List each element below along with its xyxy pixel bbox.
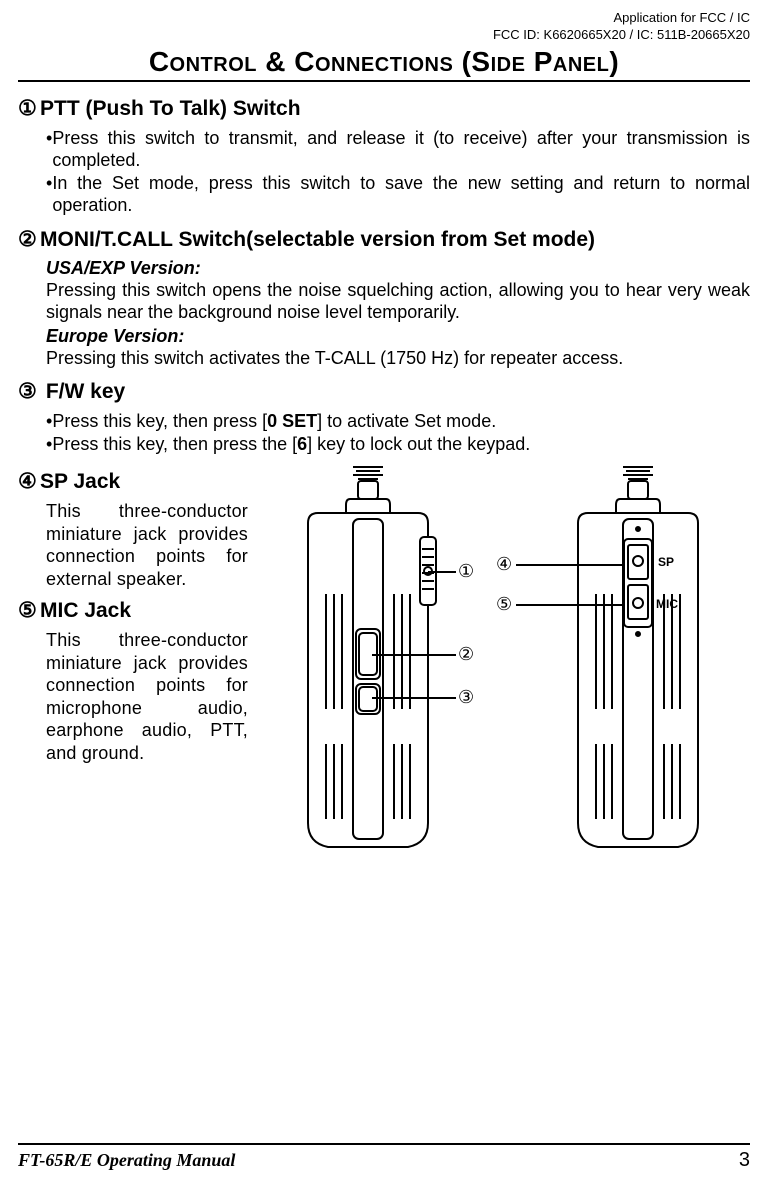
leader-4 — [516, 564, 624, 566]
leader-1 — [428, 571, 456, 573]
bullet-3-2-text: Press this key, then press the [6] key t… — [52, 433, 750, 456]
heading-moni-text: MONI/T.CALL Switch(selectable version fr… — [40, 228, 595, 251]
text-mic: This three-conductor miniature jack prov… — [46, 629, 248, 764]
left-column: ④SP Jack This three-conductor miniature … — [18, 459, 248, 764]
callout-5: ⑤ — [496, 594, 512, 615]
text-europe: Pressing this switch activates the T-CAL… — [46, 347, 750, 370]
heading-ptt-text: PTT (Push To Talk) Switch — [40, 97, 301, 120]
content-row: ④SP Jack This three-conductor miniature … — [18, 459, 750, 879]
radio-right-icon — [538, 459, 748, 879]
text-usa: Pressing this switch opens the noise squ… — [46, 279, 750, 324]
sub-europe: Europe Version: — [46, 326, 750, 347]
page-title: Control & Connections (Side Panel) — [18, 46, 750, 82]
callout-4: ④ — [496, 554, 512, 575]
radio-left-icon — [258, 459, 478, 879]
footer-left: FT-65R/E Operating Manual — [18, 1150, 235, 1171]
leader-2 — [372, 654, 456, 656]
footer: FT-65R/E Operating Manual 3 — [18, 1143, 750, 1172]
label-sp: SP — [658, 555, 674, 569]
meta-line-1: Application for FCC / IC — [18, 10, 750, 27]
leader-5 — [516, 604, 624, 606]
heading-moni: ②MONI/T.CALL Switch(selectable version f… — [18, 227, 750, 252]
heading-sp: ④SP Jack — [18, 469, 248, 494]
sub-usa: USA/EXP Version: — [46, 258, 750, 279]
bullet-1-2-text: In the Set mode, press this switch to sa… — [52, 172, 750, 217]
bullet-3-1: • Press this key, then press [0 SET] to … — [46, 410, 750, 433]
heading-sp-text: SP Jack — [40, 470, 120, 493]
num-4: ④ — [18, 469, 40, 494]
num-1: ① — [18, 96, 40, 121]
bullet-1-1: • Press this switch to transmit, and rel… — [46, 127, 750, 172]
callout-1: ① — [458, 561, 474, 582]
bullet-1-2: • In the Set mode, press this switch to … — [46, 172, 750, 217]
label-mic: MIC — [656, 597, 678, 611]
meta-line-2: FCC ID: K6620665X20 / IC: 511B-20665X20 — [18, 27, 750, 44]
leader-3 — [372, 697, 456, 699]
callout-3: ③ — [458, 687, 474, 708]
text-sp: This three-conductor miniature jack prov… — [46, 500, 248, 590]
heading-fw: ③ F/W key — [18, 379, 750, 404]
num-5: ⑤ — [18, 598, 40, 623]
bullet-1-1-text: Press this switch to transmit, and relea… — [52, 127, 750, 172]
diagram-area: ① ② ③ ④ ⑤ SP MIC — [248, 459, 750, 879]
page-number: 3 — [739, 1149, 750, 1172]
heading-ptt: ①PTT (Push To Talk) Switch — [18, 96, 750, 121]
num-3: ③ — [18, 379, 40, 404]
heading-mic: ⑤MIC Jack — [18, 598, 248, 623]
callout-2: ② — [458, 644, 474, 665]
heading-mic-text: MIC Jack — [40, 599, 131, 622]
bullet-3-1-text: Press this key, then press [0 SET] to ac… — [52, 410, 750, 433]
num-2: ② — [18, 227, 40, 252]
header-meta: Application for FCC / IC FCC ID: K662066… — [18, 10, 750, 44]
heading-fw-text: F/W key — [46, 380, 125, 403]
bullet-3-2: • Press this key, then press the [6] key… — [46, 433, 750, 456]
